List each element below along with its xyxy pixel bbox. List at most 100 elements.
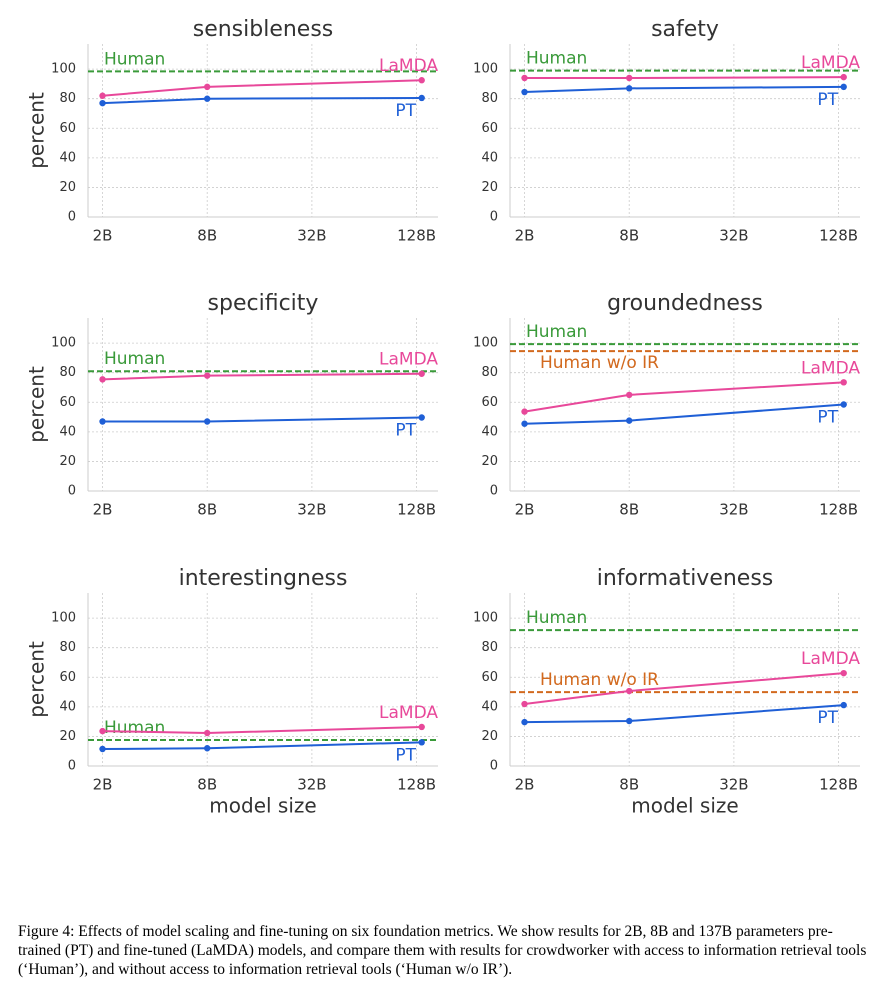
point (840, 401, 847, 408)
y-tick-label: 60 (481, 121, 498, 136)
y-tick-label: 20 (481, 454, 498, 469)
series-line (102, 372, 422, 381)
series-label: LaMDA (801, 53, 860, 73)
x-tick-label: 32B (719, 227, 748, 245)
point (840, 83, 847, 91)
chart-title: informativeness (597, 566, 774, 591)
series-label: PT (817, 90, 838, 110)
x-tick-label: 128B (819, 776, 858, 794)
point (418, 370, 425, 377)
chart-title: safety (651, 17, 719, 42)
point (626, 391, 633, 399)
reference-label: Human (104, 718, 165, 738)
y-tick-label: 0 (68, 759, 76, 774)
point (418, 77, 425, 84)
point (418, 414, 425, 421)
x-tick-label: 8B (197, 501, 217, 519)
y-tick-label: 20 (481, 180, 498, 195)
y-tick-label: 80 (59, 640, 76, 655)
y-tick-label: 100 (473, 611, 498, 626)
y-tick-label: 80 (481, 365, 498, 380)
series-line (102, 741, 422, 750)
reference-label: Human w/o IR (540, 670, 659, 690)
point (626, 74, 633, 82)
point (99, 418, 106, 425)
y-tick-label: 100 (473, 336, 498, 351)
x-tick-label: 128B (397, 227, 436, 245)
series-line (524, 704, 844, 724)
y-tick-label: 40 (481, 424, 498, 439)
x-tick-label: 2B (515, 776, 535, 794)
reference-label: Human (526, 608, 587, 628)
series-label: PT (395, 101, 416, 121)
x-tick-label: 128B (397, 776, 436, 794)
point (204, 418, 211, 425)
point (418, 723, 425, 731)
chart-title: interestingness (179, 566, 348, 591)
reference-label: Human (104, 49, 165, 69)
point (521, 88, 528, 96)
x-tick-label: 128B (819, 227, 858, 245)
y-tick-label: 60 (59, 670, 76, 685)
x-tick-label: 32B (297, 776, 326, 794)
point (521, 74, 528, 82)
x-tick-label: 32B (719, 776, 748, 794)
y-tick-label: 100 (51, 62, 76, 77)
series-line (102, 416, 422, 423)
y-tick-label: 80 (481, 640, 498, 655)
x-tick-label: 2B (93, 501, 113, 519)
point (204, 745, 211, 752)
series-label: LaMDA (379, 350, 438, 370)
x-axis-label: model size (631, 794, 738, 818)
point (626, 717, 633, 725)
point (99, 376, 106, 383)
y-tick-label: 60 (59, 395, 76, 410)
reference-label: Human (104, 349, 165, 369)
y-tick-label: 0 (490, 484, 498, 499)
series-line (524, 76, 844, 80)
series-label: LaMDA (379, 703, 438, 723)
point (840, 73, 847, 81)
point (840, 379, 847, 386)
y-tick-label: 100 (51, 611, 76, 626)
y-axis-label: percent (25, 92, 49, 169)
y-tick-label: 40 (59, 699, 76, 714)
point (99, 92, 106, 99)
x-tick-label: 8B (197, 776, 217, 794)
point (418, 739, 425, 746)
x-tick-label: 2B (93, 776, 113, 794)
point (626, 687, 633, 695)
y-tick-label: 60 (481, 670, 498, 685)
y-tick-label: 0 (490, 759, 498, 774)
y-tick-label: 100 (51, 336, 76, 351)
x-tick-label: 2B (515, 501, 535, 519)
point (99, 99, 106, 107)
y-tick-label: 20 (59, 729, 76, 744)
y-tick-label: 20 (59, 180, 76, 195)
series-label: PT (395, 745, 416, 765)
y-tick-label: 0 (68, 484, 76, 499)
x-tick-label: 2B (93, 227, 113, 245)
x-tick-label: 32B (297, 501, 326, 519)
y-tick-label: 40 (59, 424, 76, 439)
point (840, 701, 847, 709)
series-label: LaMDA (801, 358, 860, 378)
point (626, 85, 633, 92)
x-tick-label: 32B (297, 227, 326, 245)
y-tick-label: 60 (481, 395, 498, 410)
point (99, 745, 106, 753)
point (204, 729, 211, 737)
y-tick-label: 40 (481, 150, 498, 165)
x-tick-label: 32B (719, 501, 748, 519)
series-label: PT (395, 421, 416, 441)
y-tick-label: 60 (59, 121, 76, 136)
reference-label: Human w/o IR (540, 353, 659, 373)
x-tick-label: 8B (197, 227, 217, 245)
caption: Figure 4: Effects of model scaling and f… (18, 923, 867, 978)
chart-title: sensibleness (193, 17, 334, 42)
point (626, 417, 633, 424)
x-tick-label: 128B (397, 501, 436, 519)
point (521, 420, 528, 427)
y-tick-label: 40 (481, 699, 498, 714)
